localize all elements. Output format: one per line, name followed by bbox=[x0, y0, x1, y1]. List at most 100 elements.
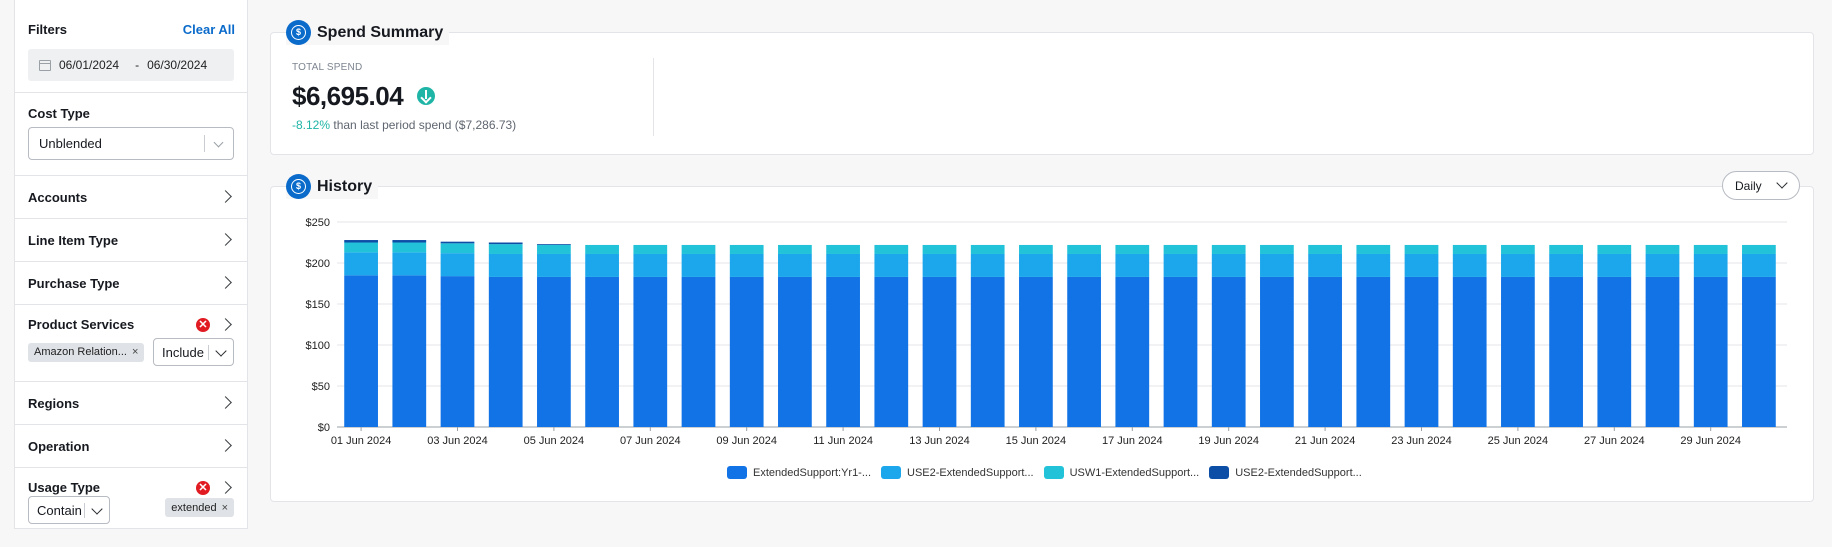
chevron-right-icon[interactable] bbox=[220, 190, 234, 204]
bar-segment bbox=[1019, 276, 1053, 427]
legend-item[interactable]: USE2-ExtendedSupport... bbox=[881, 466, 1034, 479]
chevron-right-icon[interactable] bbox=[220, 396, 234, 410]
bar-segment bbox=[1211, 276, 1246, 427]
bar-segment bbox=[874, 276, 909, 427]
filters-title: Filters bbox=[28, 22, 68, 37]
bar-segment bbox=[488, 276, 523, 427]
bar-segment bbox=[537, 244, 571, 245]
usage-mode-select[interactable]: Contain bbox=[28, 496, 110, 524]
chevron-down-icon bbox=[213, 139, 225, 149]
chevron-right-icon[interactable] bbox=[220, 439, 234, 453]
remove-filter-icon[interactable]: ✕ bbox=[196, 317, 210, 332]
clear-all-link[interactable]: Clear All bbox=[182, 22, 235, 37]
bar-segment bbox=[1742, 276, 1776, 427]
bar-segment bbox=[1356, 244, 1391, 254]
history-chart: $0 $50 $100 $150 $200 $250 01 Jun 2024 03 Jun 2… bbox=[306, 217, 1787, 447]
legend-item[interactable]: USE2-ExtendedSupport... bbox=[1209, 466, 1362, 479]
bar-segment bbox=[1404, 253, 1439, 277]
bar-segment bbox=[1019, 253, 1053, 277]
usage-type-filter: Usage Type ✕ Contain extended × bbox=[15, 467, 247, 547]
bar-segment bbox=[729, 253, 764, 277]
bar-segment bbox=[681, 253, 716, 277]
date-to[interactable]: 06/30/2024 bbox=[147, 58, 208, 72]
bar-segment bbox=[440, 253, 475, 277]
bar-segment bbox=[922, 253, 957, 277]
bar-segment bbox=[778, 253, 812, 277]
bar-segment bbox=[488, 242, 523, 245]
y-tick-label: $200 bbox=[306, 258, 330, 270]
product-token-label: Amazon Relation... bbox=[34, 346, 127, 358]
x-tick-label: 11 Jun 2024 bbox=[813, 435, 873, 447]
calendar-icon bbox=[39, 59, 51, 71]
x-tick-label: 01 Jun 2024 bbox=[331, 435, 392, 447]
bar-segment bbox=[1163, 253, 1198, 277]
bar-segment bbox=[1115, 276, 1150, 427]
operation-filter[interactable]: Operation bbox=[15, 424, 247, 467]
bar-segment bbox=[681, 244, 716, 254]
accounts-label: Accounts bbox=[28, 189, 88, 205]
legend-label: USE2-ExtendedSupport... bbox=[907, 466, 1034, 479]
remove-filter-icon[interactable]: ✕ bbox=[196, 480, 210, 495]
chevron-right-icon[interactable] bbox=[220, 481, 234, 495]
purchase-type-filter[interactable]: Purchase Type bbox=[15, 261, 247, 304]
usage-mode-value: Contain bbox=[37, 502, 82, 518]
bar-segment bbox=[344, 240, 378, 243]
usage-token: extended × bbox=[165, 498, 234, 517]
bar-segment bbox=[681, 276, 716, 427]
product-mode-select[interactable]: Include bbox=[153, 338, 234, 366]
bar-segment bbox=[1163, 244, 1198, 254]
bar-segment bbox=[1356, 253, 1391, 277]
y-tick-label: $50 bbox=[312, 381, 330, 393]
bar-segment bbox=[1163, 276, 1198, 427]
token-remove-icon[interactable]: × bbox=[131, 346, 139, 358]
bar-segment bbox=[1597, 244, 1632, 254]
spend-summary-card bbox=[270, 32, 1814, 155]
chevron-right-icon[interactable] bbox=[220, 233, 234, 247]
bar-segment bbox=[970, 276, 1005, 427]
bar-segment bbox=[1019, 244, 1053, 254]
purchase-type-label: Purchase Type bbox=[28, 275, 120, 291]
bar-segment bbox=[344, 252, 378, 276]
legend-item[interactable]: ExtendedSupport:Yr1-... bbox=[727, 466, 871, 479]
bar-segment bbox=[1067, 276, 1101, 427]
bar-segment bbox=[1742, 244, 1776, 254]
bar-segment bbox=[440, 276, 475, 427]
bar-segment bbox=[488, 253, 523, 277]
bar-segment bbox=[1452, 276, 1487, 427]
bar-segment bbox=[1645, 276, 1680, 427]
bar-segment bbox=[1211, 244, 1246, 254]
bar-segment bbox=[1693, 253, 1728, 277]
bar-segment bbox=[922, 276, 957, 427]
line-item-type-filter[interactable]: Line Item Type bbox=[15, 218, 247, 261]
bar-segment bbox=[1211, 253, 1246, 277]
dollar-icon: $ bbox=[286, 174, 311, 199]
x-tick-label: 07 Jun 2024 bbox=[620, 435, 681, 447]
chevron-right-icon[interactable] bbox=[220, 276, 234, 290]
bar-segment bbox=[1597, 276, 1632, 427]
date-from[interactable]: 06/01/2024 bbox=[59, 58, 120, 72]
granularity-dropdown[interactable]: Daily bbox=[1722, 171, 1800, 200]
bar-segment bbox=[1549, 253, 1583, 277]
line-item-type-label: Line Item Type bbox=[28, 232, 119, 248]
x-tick-label: 21 Jun 2024 bbox=[1295, 435, 1356, 447]
bar-segment bbox=[1742, 253, 1776, 277]
accounts-filter[interactable]: Accounts bbox=[15, 175, 247, 218]
chevron-right-icon[interactable] bbox=[220, 318, 234, 332]
bar-segment bbox=[440, 243, 475, 254]
bar-segment bbox=[1115, 244, 1150, 254]
spend-change: -8.12% than last period spend ($7,286.73… bbox=[292, 118, 516, 132]
token-remove-icon[interactable]: × bbox=[221, 501, 228, 514]
bar-segment bbox=[585, 276, 619, 427]
granularity-value: Daily bbox=[1735, 178, 1762, 193]
bar-segment bbox=[1356, 276, 1391, 427]
chevron-down-icon bbox=[215, 347, 227, 357]
bar-segment bbox=[1597, 253, 1632, 277]
x-tick-label: 09 Jun 2024 bbox=[716, 435, 777, 447]
cost-type-select[interactable]: Unblended bbox=[28, 127, 234, 160]
bar-segment bbox=[585, 253, 619, 277]
date-range-picker[interactable]: 06/01/2024 - 06/30/2024 bbox=[28, 49, 234, 81]
legend-item[interactable]: USW1-ExtendedSupport... bbox=[1043, 466, 1199, 479]
x-tick-label: 29 Jun 2024 bbox=[1680, 435, 1741, 447]
regions-filter[interactable]: Regions bbox=[15, 381, 247, 424]
product-services-filter: Product Services ✕ Amazon Relation... × … bbox=[15, 304, 247, 381]
